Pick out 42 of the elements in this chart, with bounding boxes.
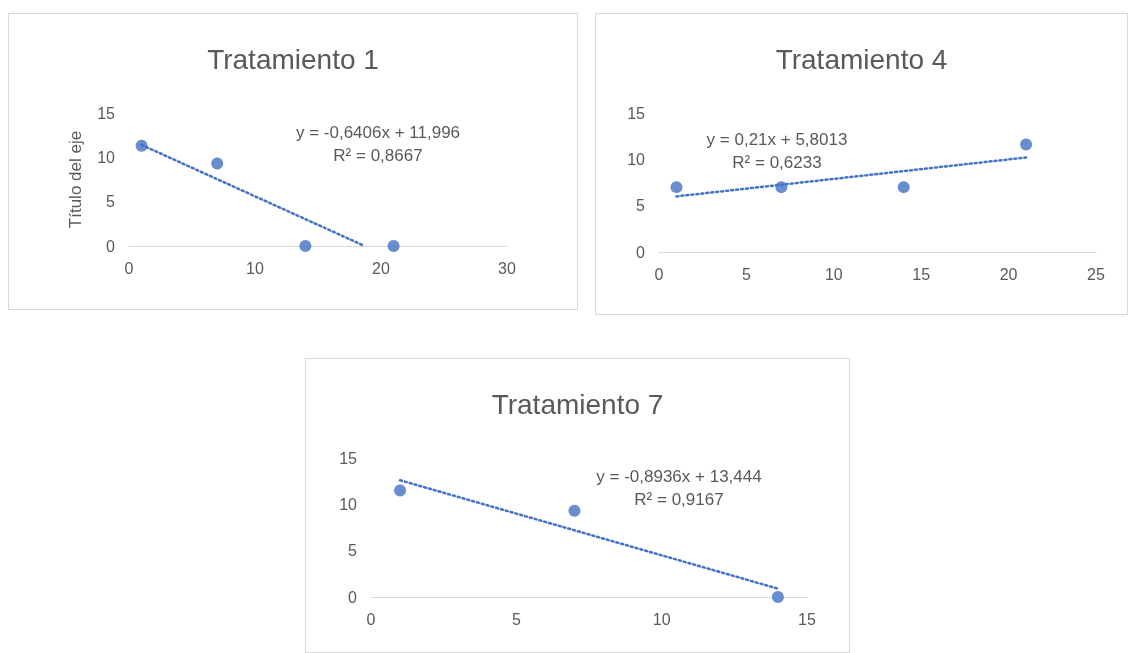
annotation: R² = 0,8667 (333, 146, 423, 165)
x-tick-label: 0 (366, 610, 376, 628)
point (211, 157, 224, 170)
point (394, 484, 407, 497)
y-tick-label: 15 (97, 104, 116, 122)
y-tick-label: 15 (339, 449, 358, 467)
x-tick-label: 10 (652, 610, 671, 628)
y-tick-label: 10 (627, 150, 646, 168)
chart-title: Tratamiento 1 (207, 43, 379, 75)
y-tick-label: 15 (627, 104, 646, 122)
x-tick-label: 25 (1087, 265, 1105, 283)
x-tick-label: 20 (999, 265, 1018, 283)
y-tick-label: 5 (348, 542, 358, 560)
annotation: R² = 0,6233 (732, 153, 822, 172)
point (299, 240, 312, 252)
y-tick-label: 5 (636, 197, 646, 215)
x-tick-label: 10 (246, 259, 264, 277)
point (387, 240, 400, 252)
x-tick-label: 30 (498, 259, 516, 277)
point (771, 591, 784, 603)
x-tick-label: 20 (372, 259, 390, 277)
annotation: y = -0,6406x + 11,996 (295, 123, 461, 142)
x-tick-label: 5 (741, 265, 751, 283)
y-tick-label: 0 (106, 237, 116, 255)
x-tick-label: 15 (798, 610, 816, 628)
x-tick-label: 5 (511, 610, 521, 628)
point (568, 504, 581, 517)
y-tick-label: 0 (636, 243, 646, 261)
x-tick-label: 0 (654, 265, 664, 283)
annotation: y = 0,21x + 5,8013 (706, 130, 848, 149)
x-tick-label: 10 (824, 265, 843, 283)
x-tick-label: 0 (124, 259, 134, 277)
y-axis-title: Título del eje (66, 130, 85, 229)
chart-title: Tratamiento 7 (491, 388, 664, 420)
chart-title: Tratamiento 4 (775, 43, 948, 75)
annotation: y = -0,8936x + 13,444 (596, 467, 762, 486)
y-tick-label: 5 (106, 193, 116, 211)
annotation: R² = 0,9167 (634, 490, 724, 509)
y-tick-label: 10 (97, 148, 116, 166)
y-tick-label: 10 (339, 495, 358, 513)
y-tick-label: 0 (348, 588, 358, 606)
x-tick-label: 15 (912, 265, 931, 283)
